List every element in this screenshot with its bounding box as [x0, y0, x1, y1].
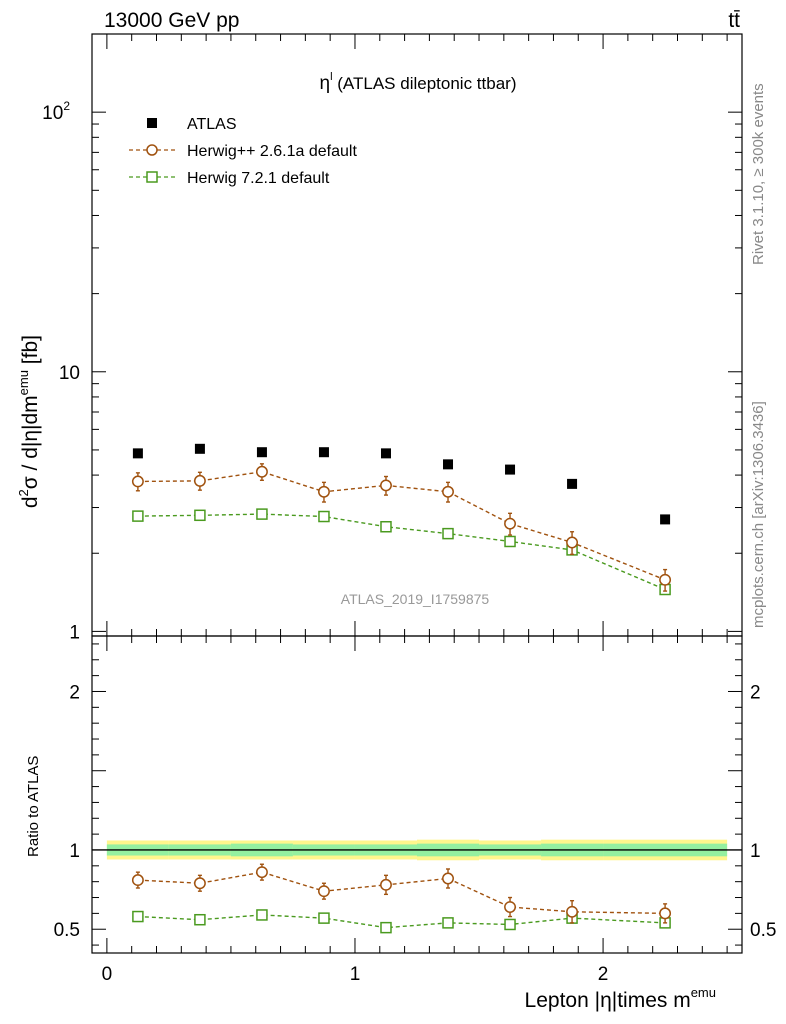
ratio-herwigpp-point [131, 874, 144, 887]
x-axis-label: Lepton |η|times memu [525, 985, 716, 1012]
herwig7-point [256, 508, 268, 520]
main-series-layer [131, 443, 672, 596]
ratio-herwigpp-point [659, 907, 672, 920]
legend-label-herwig7: Herwig 7.2.1 default [187, 170, 330, 187]
ratio-herwig7-point [132, 910, 144, 923]
legend: ATLAS Herwig++ 2.6.1a default Herwig 7.2… [129, 116, 357, 187]
ratio-herwig7-point [504, 918, 516, 931]
herwig7-point [504, 535, 516, 548]
atlas-data-point [194, 443, 205, 454]
legend-label-atlas: ATLAS [187, 116, 237, 133]
ratio-herwigpp-point [566, 905, 579, 918]
legend-marker-atlas [147, 118, 157, 128]
herwig7-point [380, 520, 392, 533]
atlas-data-point [660, 514, 671, 525]
ratio-herwigpp-point [193, 877, 206, 890]
ratio-herwig7-point [256, 909, 268, 921]
atlas-data-point [505, 464, 516, 475]
atlas-data-point [132, 448, 143, 459]
herwig7-line [137, 513, 666, 591]
ratio-grid-layer: 0 1 2 0.5 0.5 1 1 2 2 [54, 643, 776, 985]
rivet-version-label: Rivet 3.1.10, ≥ 300k events [750, 83, 767, 265]
atlas-data-point [256, 447, 267, 458]
process-label: tt̄ [728, 9, 740, 32]
herwigpp-line [137, 471, 666, 581]
mcplots-label: mcplots.cern.ch [arXiv:1306.3436] [750, 401, 767, 628]
ratio-herwig7-point [318, 912, 330, 924]
herwigpp-point [255, 465, 268, 478]
herwig7-point [194, 509, 206, 522]
herwigpp-point [566, 536, 579, 549]
ratio-y-axis-label: Ratio to ATLAS [25, 756, 42, 857]
ratio-herwig7-point [380, 921, 392, 934]
herwigpp-point [380, 479, 392, 492]
ratio-herwigpp-line [137, 871, 666, 915]
ratio-herwig7-point [194, 913, 206, 926]
ratio-y-tick-label-right: 2 [750, 682, 761, 703]
ratio-y-tick-label-right: 0.5 [750, 920, 776, 941]
main-y-tick-label: 1 [69, 622, 80, 643]
herwigpp-point [193, 474, 206, 487]
herwigpp-point [659, 573, 672, 586]
ratio-herwig7-line [137, 914, 666, 929]
main-title: ηl (ATLAS dileptonic ttbar) [320, 71, 517, 94]
main-grid-layer: 1 10 102 [42, 33, 742, 953]
herwig7-point [442, 527, 454, 540]
herwigpp-point [318, 485, 330, 498]
main-y-tick-label: 10 [59, 363, 80, 384]
herwig7-point [132, 510, 144, 522]
atlas-data-point [380, 448, 391, 459]
analysis-watermark: ATLAS_2019_I1759875 [341, 591, 490, 607]
atlas-data-point [443, 459, 454, 470]
ratio-y-tick-label-right: 1 [750, 841, 761, 862]
ratio-herwigpp-point [318, 885, 330, 898]
ratio-herwigpp-point [255, 866, 268, 879]
legend-label-herwigpp: Herwig++ 2.6.1a default [187, 143, 357, 160]
legend-marker-herwig7 [146, 171, 158, 183]
ratio-herwigpp-point [442, 872, 454, 885]
ratio-y-tick-label: 2 [69, 682, 80, 703]
energy-label: 13000 GeV pp [104, 9, 239, 32]
ratio-herwig7-point [442, 917, 454, 929]
x-tick-label: 2 [598, 964, 609, 985]
ratio-herwigpp-point [380, 878, 392, 891]
ratio-herwigpp-point [504, 901, 516, 913]
ratio-y-tick-label: 1 [69, 841, 80, 862]
ratio-y-tick-label: 0.5 [54, 920, 80, 941]
ratio-panel-frame [91, 635, 743, 954]
legend-marker-herwigpp [146, 144, 158, 156]
atlas-data-point [318, 447, 329, 458]
x-tick-label: 1 [350, 964, 361, 985]
main-y-tick-label: 102 [42, 99, 70, 124]
x-tick-label: 0 [102, 964, 113, 985]
herwigpp-point [131, 475, 144, 488]
atlas-data-point [567, 478, 578, 489]
herwig7-point [318, 510, 330, 523]
herwigpp-point [442, 485, 454, 498]
main-y-axis-label: d2σ / d|η|dmemu [fb] [16, 335, 42, 508]
ratio-band-layer [92, 839, 742, 861]
ratio-series-layer [131, 863, 672, 934]
herwigpp-point [504, 517, 516, 530]
